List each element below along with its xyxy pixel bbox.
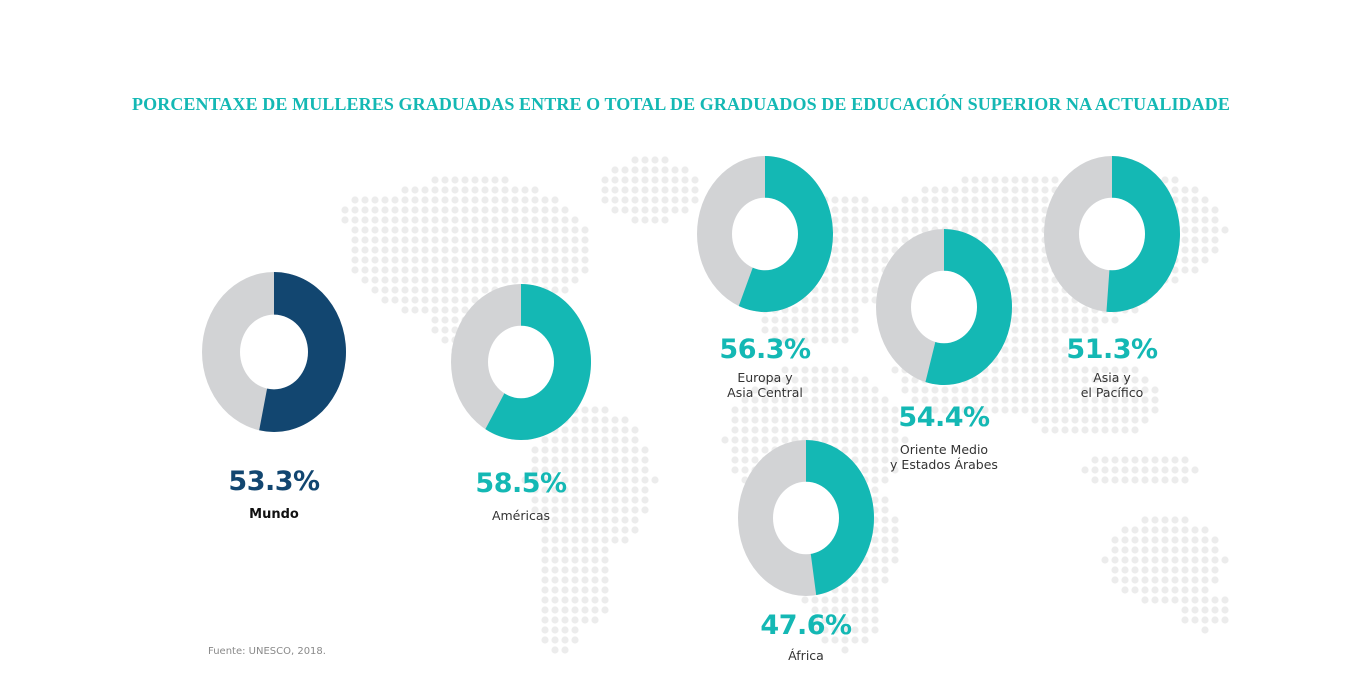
donut-africa [738,440,874,596]
region-label-line: África [788,648,824,663]
value-label-europa-asia-central: 56.3% [719,334,811,365]
source-note: Fuente: UNESCO, 2018. [208,646,326,657]
value-label-asia-pacifico: 51.3% [1066,334,1158,365]
donut-mundo [202,272,347,432]
value-label-africa: 47.6% [760,610,852,641]
region-label-line: y Estados Árabes [890,457,998,472]
donut-asia-pacifico [1044,156,1180,312]
region-label-americas: Américas [421,508,621,523]
region-label-europa-asia-central: Europa y Asia Central [665,370,865,400]
donut-americas [451,284,591,440]
donut-slice-africa [806,440,874,596]
donut-oriente-medio-estados-arabes [876,229,1012,385]
region-label-oriente-medio-estados-arabes: Oriente Medio y Estados Árabes [844,442,1044,472]
chart-title: PORCENTAXE DE MULLERES GRADUADAS ENTRE O… [132,94,1230,114]
region-label-line: Asia y [1093,370,1131,385]
region-label-line: Europa y [737,370,793,385]
value-label-americas: 58.5% [475,468,567,499]
region-label-line: Asia Central [727,385,803,400]
region-label-africa: África [706,648,906,663]
region-label-line: Oriente Medio [899,442,989,457]
region-label-line: Mundo [249,507,299,522]
region-label-mundo: Mundo [174,507,374,522]
region-label-asia-pacifico: Asia y el Pacífico [1012,370,1212,400]
donut-europa-asia-central [697,156,833,312]
value-label-oriente-medio-estados-arabes: 54.4% [898,402,990,433]
region-label-line: el Pacífico [1080,385,1144,400]
value-label-mundo: 53.3% [228,466,320,497]
region-label-line: Américas [491,508,551,523]
